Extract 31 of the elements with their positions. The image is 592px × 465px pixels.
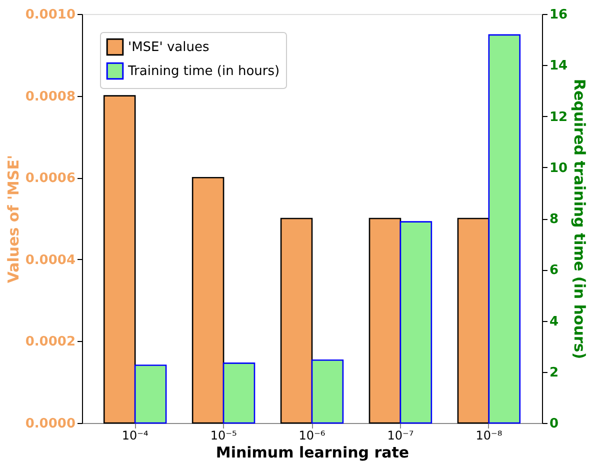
y2-tick-label: 14 [550,58,568,74]
x-tick-label: 10⁻⁸ [476,428,502,442]
y2-tick-label: 8 [550,212,559,227]
y2-tick-label: 0 [550,416,559,432]
bar [280,218,313,424]
y2-tick-label: 12 [550,110,568,125]
x-tick-label: 10⁻⁵ [210,428,237,442]
y-tick-label: 0.0008 [25,89,76,104]
y2-tick-label: 4 [550,314,559,330]
y2-tick-label: 6 [550,263,559,278]
y-tick-label: 0.0002 [25,334,76,350]
bar [134,364,167,424]
y2-tick-label: 10 [550,160,568,176]
y-tick-label: 0.0010 [25,8,76,22]
y2-tick-label: 16 [550,8,568,22]
bar [103,95,136,424]
bar [192,176,224,424]
bar [222,362,256,424]
legend-label: Training time (in hours) [127,64,280,79]
x-tick-label: 10⁻⁶ [298,428,326,442]
legend-label: 'MSE' values [128,40,210,55]
x-axis-title: Minimum learning rate [216,444,410,462]
y2-axis-title: Required training time (in hours) [570,78,589,360]
y-axis-title: Values of 'MSE' [4,154,22,284]
y-tick-label: 0.0000 [25,416,76,432]
y-tick-label: 0.0004 [25,252,76,268]
y-tick-label: 0.0006 [25,171,76,186]
bar [311,359,344,424]
x-tick-label: 10⁻⁷ [387,428,414,442]
x-tick-label: 10⁻⁴ [122,428,148,442]
y2-tick-label: 2 [550,365,559,380]
